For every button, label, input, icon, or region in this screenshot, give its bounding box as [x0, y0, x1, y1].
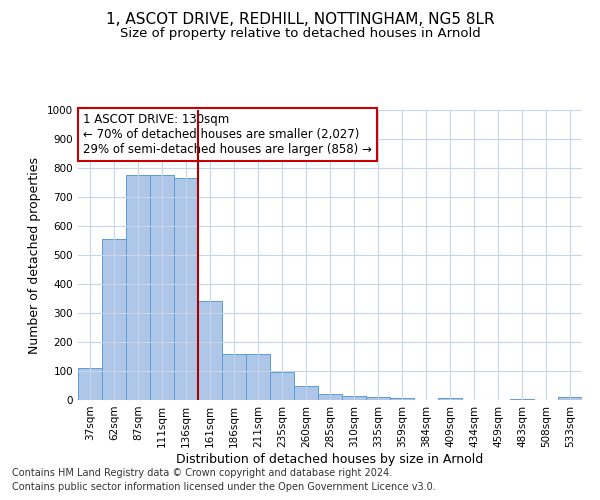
Bar: [294, 386, 318, 400]
Bar: [390, 398, 414, 400]
Bar: [150, 176, 174, 400]
Bar: [78, 368, 102, 400]
Bar: [366, 397, 390, 400]
Bar: [438, 398, 462, 400]
Bar: [510, 399, 534, 400]
Bar: [318, 394, 342, 400]
Bar: [222, 354, 246, 400]
Bar: [246, 354, 270, 400]
Y-axis label: Number of detached properties: Number of detached properties: [28, 156, 41, 354]
Text: Contains public sector information licensed under the Open Government Licence v3: Contains public sector information licen…: [12, 482, 436, 492]
Bar: [558, 397, 582, 400]
X-axis label: Distribution of detached houses by size in Arnold: Distribution of detached houses by size …: [176, 452, 484, 466]
Bar: [174, 178, 198, 400]
Text: Size of property relative to detached houses in Arnold: Size of property relative to detached ho…: [119, 28, 481, 40]
Text: 1 ASCOT DRIVE: 130sqm
← 70% of detached houses are smaller (2,027)
29% of semi-d: 1 ASCOT DRIVE: 130sqm ← 70% of detached …: [83, 113, 372, 156]
Text: 1, ASCOT DRIVE, REDHILL, NOTTINGHAM, NG5 8LR: 1, ASCOT DRIVE, REDHILL, NOTTINGHAM, NG5…: [106, 12, 494, 28]
Bar: [270, 372, 294, 400]
Bar: [342, 396, 366, 400]
Bar: [102, 239, 126, 400]
Bar: [198, 302, 222, 400]
Text: Contains HM Land Registry data © Crown copyright and database right 2024.: Contains HM Land Registry data © Crown c…: [12, 468, 392, 477]
Bar: [126, 176, 150, 400]
